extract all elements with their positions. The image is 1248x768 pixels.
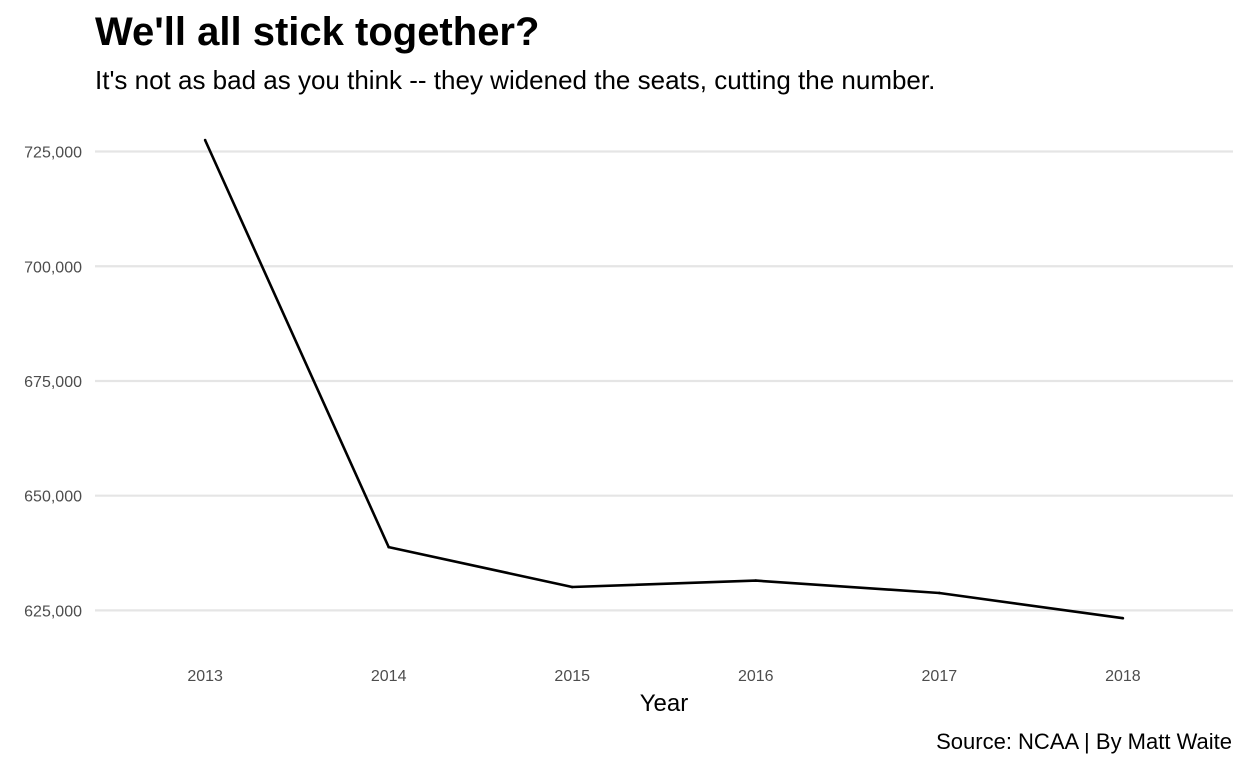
y-tick-label: 675,000 — [24, 374, 82, 391]
x-tick-label: 2013 — [187, 668, 223, 685]
gridlines — [95, 150, 1233, 612]
x-axis-title: Year — [640, 690, 689, 717]
data-point — [570, 585, 574, 589]
x-tick-label: 2016 — [738, 668, 774, 685]
chart-title: We'll all stick together? — [95, 10, 540, 54]
data-point — [387, 545, 390, 549]
x-tick-label: 2017 — [922, 668, 958, 685]
x-tick-label: 2018 — [1105, 668, 1141, 685]
chart-caption: Source: NCAA | By Matt Waite — [936, 729, 1232, 754]
y-tick-label: 725,000 — [24, 145, 82, 162]
series-line — [203, 139, 1124, 620]
data-point — [754, 579, 758, 582]
data-point — [203, 138, 207, 142]
chart-subtitle: It's not as bad as you think -- they wid… — [95, 65, 936, 95]
series — [203, 138, 1125, 620]
y-tick-label: 625,000 — [24, 603, 82, 620]
y-tick-label: 650,000 — [24, 489, 82, 506]
x-tick-label: 2014 — [371, 668, 407, 685]
data-point — [1121, 616, 1125, 620]
y-tick-label: 700,000 — [24, 259, 82, 276]
x-tick-label: 2015 — [554, 668, 590, 685]
data-point — [938, 591, 941, 595]
y-axis-tick-labels: 625,000 650,000 675,000 700,000 725,000 — [24, 145, 82, 621]
x-axis-tick-labels: 2013 2014 2015 2016 2017 2018 — [187, 668, 1140, 685]
